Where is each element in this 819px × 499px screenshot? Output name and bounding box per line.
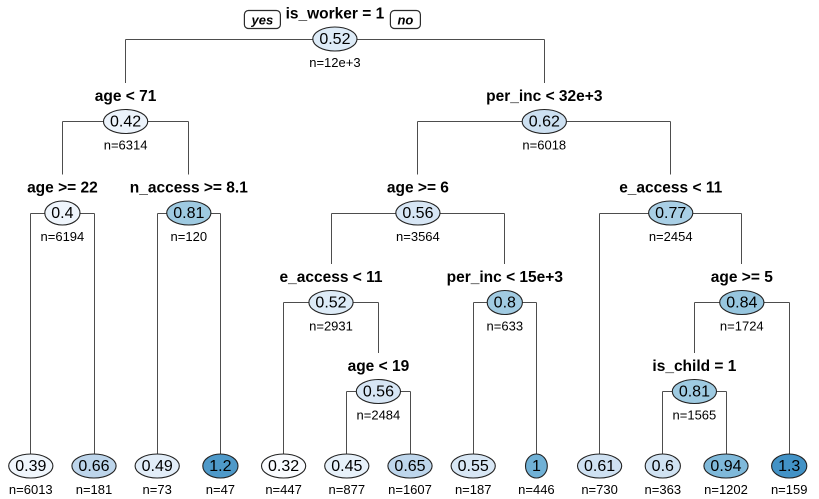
svg-text:0.61: 0.61 xyxy=(584,458,615,475)
svg-text:0.94: 0.94 xyxy=(710,458,741,475)
svg-text:n=1607: n=1607 xyxy=(388,482,432,497)
svg-text:age < 19: age < 19 xyxy=(348,358,410,375)
svg-text:age >= 6: age >= 6 xyxy=(387,179,449,196)
svg-text:n=6314: n=6314 xyxy=(104,138,148,153)
svg-text:0.81: 0.81 xyxy=(679,384,710,401)
svg-text:n=1724: n=1724 xyxy=(720,319,764,334)
svg-text:0.4: 0.4 xyxy=(51,205,73,222)
svg-text:is_worker = 1: is_worker = 1 xyxy=(286,5,385,22)
svg-text:n=120: n=120 xyxy=(171,229,208,244)
svg-text:n=73: n=73 xyxy=(143,482,172,497)
svg-text:n=633: n=633 xyxy=(487,319,524,334)
svg-text:0.65: 0.65 xyxy=(394,458,425,475)
svg-text:age >= 5: age >= 5 xyxy=(711,269,773,286)
svg-text:n=1565: n=1565 xyxy=(673,408,717,423)
svg-text:n=363: n=363 xyxy=(645,482,682,497)
svg-text:0.32: 0.32 xyxy=(268,458,299,475)
svg-text:0.49: 0.49 xyxy=(142,458,173,475)
svg-text:0.55: 0.55 xyxy=(458,458,489,475)
svg-text:0.45: 0.45 xyxy=(331,458,362,475)
svg-text:n=447: n=447 xyxy=(265,482,302,497)
svg-text:n=2454: n=2454 xyxy=(649,229,693,244)
svg-text:n=2931: n=2931 xyxy=(309,319,353,334)
svg-text:1.3: 1.3 xyxy=(778,458,800,475)
svg-text:n=187: n=187 xyxy=(455,482,492,497)
svg-text:n=6013: n=6013 xyxy=(9,482,53,497)
svg-text:n=12e+3: n=12e+3 xyxy=(309,55,360,70)
svg-text:per_inc < 32e+3: per_inc < 32e+3 xyxy=(486,88,603,105)
svg-text:age >= 22: age >= 22 xyxy=(27,179,98,196)
svg-text:n=2484: n=2484 xyxy=(357,408,401,423)
svg-text:n=6194: n=6194 xyxy=(41,229,85,244)
svg-text:0.81: 0.81 xyxy=(173,205,204,222)
svg-text:n=47: n=47 xyxy=(206,482,235,497)
svg-text:age < 71: age < 71 xyxy=(95,88,157,105)
svg-text:n=6018: n=6018 xyxy=(522,138,566,153)
svg-text:0.66: 0.66 xyxy=(78,458,109,475)
svg-text:n=730: n=730 xyxy=(581,482,618,497)
svg-text:0.42: 0.42 xyxy=(110,114,141,131)
svg-text:n=3564: n=3564 xyxy=(396,229,440,244)
svg-text:per_inc < 15e+3: per_inc < 15e+3 xyxy=(447,269,564,286)
svg-text:is_child = 1: is_child = 1 xyxy=(652,358,736,375)
svg-text:0.84: 0.84 xyxy=(726,295,757,312)
svg-text:0.52: 0.52 xyxy=(319,31,350,48)
svg-text:n=159: n=159 xyxy=(771,482,808,497)
svg-text:no: no xyxy=(397,13,413,28)
svg-text:e_access < 11: e_access < 11 xyxy=(619,179,722,196)
svg-text:n=181: n=181 xyxy=(76,482,113,497)
svg-text:n=1202: n=1202 xyxy=(704,482,748,497)
svg-text:e_access < 11: e_access < 11 xyxy=(279,269,382,286)
svg-text:n=446: n=446 xyxy=(518,482,555,497)
svg-text:0.8: 0.8 xyxy=(494,295,516,312)
svg-text:0.56: 0.56 xyxy=(402,205,433,222)
svg-text:0.62: 0.62 xyxy=(529,114,560,131)
svg-text:0.77: 0.77 xyxy=(655,205,686,222)
svg-text:0.56: 0.56 xyxy=(363,384,394,401)
svg-text:n_access >= 8.1: n_access >= 8.1 xyxy=(130,179,248,196)
svg-text:0.39: 0.39 xyxy=(15,458,46,475)
svg-text:n=877: n=877 xyxy=(329,482,366,497)
svg-text:yes: yes xyxy=(251,13,274,28)
svg-text:1: 1 xyxy=(532,458,541,475)
svg-text:0.52: 0.52 xyxy=(315,295,346,312)
svg-text:1.2: 1.2 xyxy=(209,458,231,475)
svg-text:0.6: 0.6 xyxy=(652,458,674,475)
